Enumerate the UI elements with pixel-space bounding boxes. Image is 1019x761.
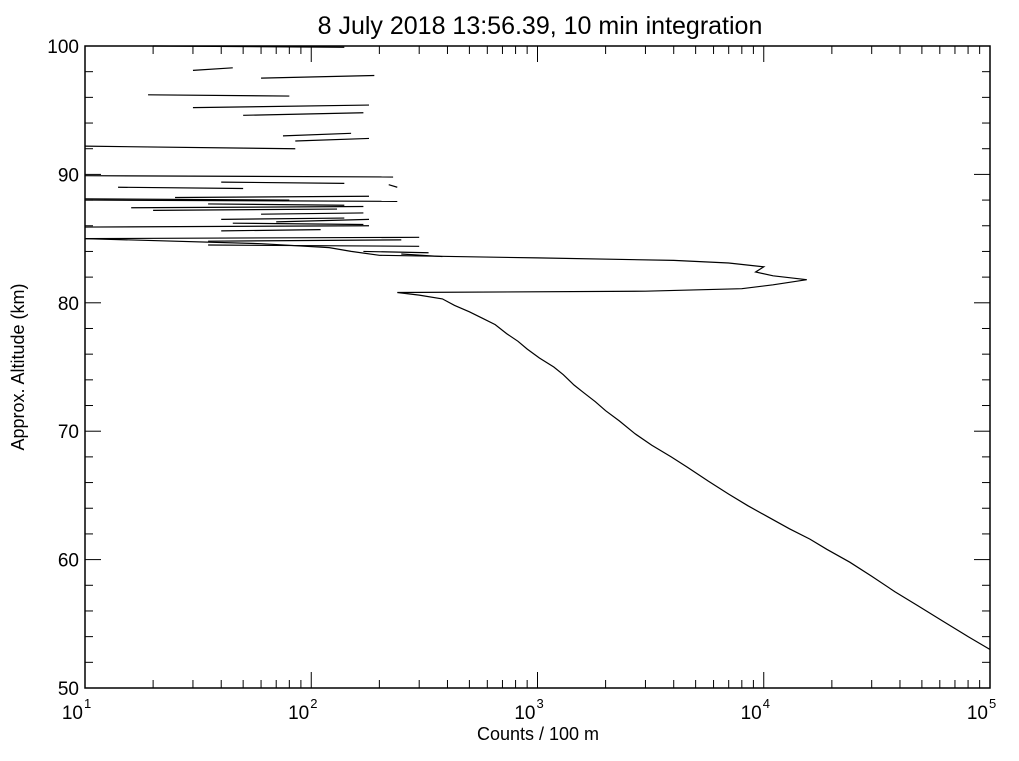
upper-noise-segment [118,186,244,190]
x-tick-exponent: 4 [763,696,770,711]
chart-title: 8 July 2018 13:56.39, 10 min integration [318,12,763,40]
x-tick-exponent: 2 [310,696,317,711]
upper-noise-segment [276,218,370,223]
upper-noise-segment [208,244,420,247]
x-tick-base: 10 [967,703,988,724]
upper-noise-segment [84,175,394,178]
x-tick-label: 10 3 [514,696,543,724]
x-tick-label: 10 4 [741,696,770,724]
x-tick-base: 10 [741,703,762,724]
upper-noise-segment [192,104,370,109]
x-tick-exponent: 3 [537,696,544,711]
upper-noise-segment [84,236,420,240]
data-series [84,45,991,651]
upper-noise-segment [221,181,345,184]
x-tick-base: 10 [288,703,309,724]
profile-line [84,238,991,651]
x-tick-label: 10 2 [288,696,317,724]
upper-noise-segment [131,205,364,209]
upper-noise-segment [295,137,370,142]
x-tick-exponent: 5 [989,696,996,711]
y-tick-label: 90 [58,165,79,186]
upper-noise-segment [261,212,364,215]
upper-noise-segment [84,145,296,150]
upper-noise-segment [401,253,443,258]
upper-noise-segment [208,239,402,242]
y-tick-label: 70 [58,422,79,443]
upper-noise-segment [148,94,290,97]
y-tick-label: 100 [47,37,79,58]
upper-noise-segment [243,112,364,116]
upper-noise-segment [363,250,429,254]
upper-noise-segment [282,132,352,137]
upper-noise-segment [153,208,338,211]
upper-noise-segment [232,222,364,226]
y-tick-label: 80 [58,294,79,315]
y-tick-labels: 50 60 70 80 90 100 [47,37,79,700]
x-tick-label: 10 5 [967,696,996,724]
upper-noise-segment [175,195,370,199]
x-axis-label: Counts / 100 m [477,724,599,744]
y-axis-label: Approx. Altitude (km) [8,283,28,450]
upper-noise-segment [84,199,398,202]
upper-noise-segment [208,203,345,206]
upper-noise-segment [84,225,370,228]
axis-ticks [84,45,991,689]
upper-noise-segment [221,229,321,232]
upper-noise-segment [261,74,375,79]
upper-noise-segment [221,217,345,220]
plot-frame [84,45,991,689]
x-tick-base: 10 [62,703,83,724]
upper-noise-segment [84,198,290,201]
x-tick-label: 10 1 [62,696,91,724]
upper-noise-segment [192,67,233,71]
y-tick-label: 60 [58,551,79,572]
y-tick-label: 50 [58,679,79,700]
upper-noise-segment [388,184,398,188]
x-tick-base: 10 [514,703,535,724]
x-tick-labels: 10 1 10 2 10 3 10 4 10 5 [62,696,996,724]
x-tick-exponent: 1 [84,696,91,711]
